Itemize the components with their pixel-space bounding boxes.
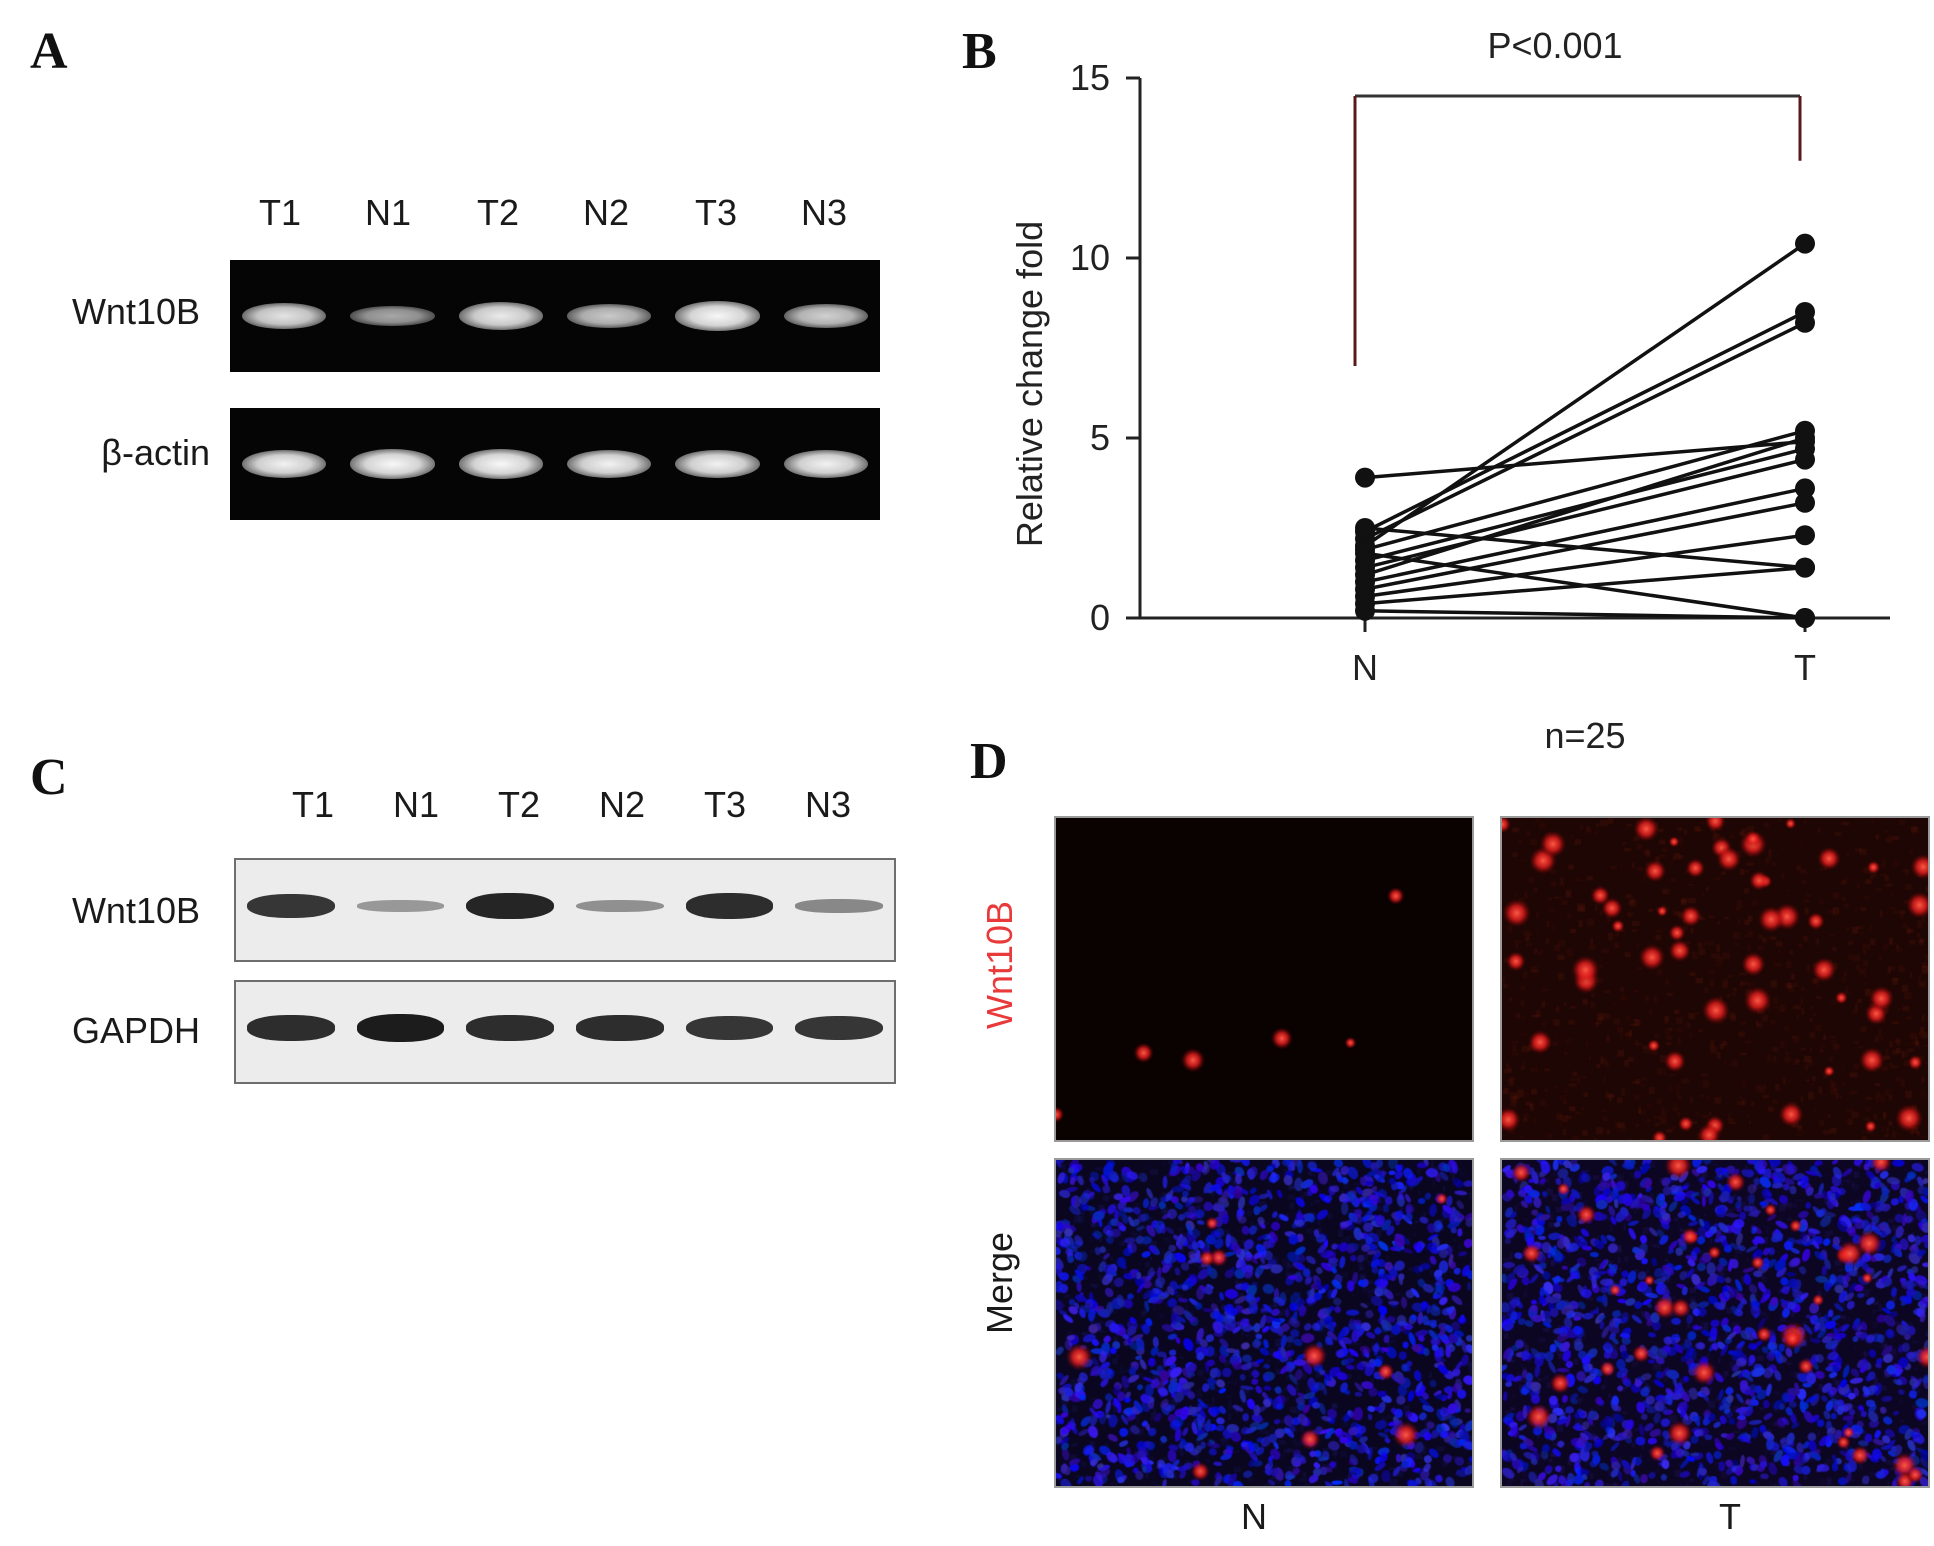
y-tick-label: 5 xyxy=(1090,417,1110,458)
paired-line xyxy=(1364,429,1806,552)
data-point-t xyxy=(1795,449,1815,470)
panel-b-paired-chart: 0 5 10 15 N T Relative change fold n=25 P<0.001 xyxy=(1009,30,1890,750)
y-tick-label: 10 xyxy=(1070,237,1110,278)
data-point-t xyxy=(1795,312,1815,333)
y-tick-label: 15 xyxy=(1070,57,1110,98)
column-label-t: T xyxy=(1719,1496,1741,1537)
panel-letter-a: A xyxy=(30,23,68,80)
data-point-t xyxy=(1795,525,1815,546)
x-axis-label: n=25 xyxy=(1544,715,1625,750)
lane-label: T1 xyxy=(258,192,301,233)
data-point-t xyxy=(1795,492,1815,513)
blot-band-gapdh xyxy=(246,1015,335,1041)
paired-line xyxy=(1364,501,1806,591)
panel-letter-c: C xyxy=(30,749,68,806)
lane-label: N3 xyxy=(800,192,848,233)
blot-band-wnt10b xyxy=(246,893,335,919)
paired-line xyxy=(1364,242,1806,548)
blot-band-gapdh xyxy=(466,1015,555,1041)
blot-band-wnt10b xyxy=(466,892,555,920)
paired-line xyxy=(1364,609,1806,620)
data-point-t xyxy=(1795,428,1815,448)
lane-label: T2 xyxy=(476,192,519,233)
paired-line xyxy=(1364,321,1806,541)
x-tick-label: N xyxy=(1352,647,1378,688)
blot-strip-wnt10b xyxy=(234,858,896,962)
lane-label: N2 xyxy=(598,784,646,825)
x-tick-label: T xyxy=(1794,647,1816,688)
blot-strip-gapdh xyxy=(234,980,896,1084)
data-point-t xyxy=(1795,608,1815,628)
lane-label: T1 xyxy=(291,784,334,825)
row-label-wnt10b: Wnt10B xyxy=(71,291,200,332)
data-point-n xyxy=(1355,518,1375,538)
y-axis-label: Relative change fold xyxy=(1009,221,1050,547)
lane-label: T3 xyxy=(694,192,737,233)
blot-band-wnt10b xyxy=(795,899,884,913)
gel-band-beta-actin xyxy=(783,449,869,479)
blot-band-wnt10b xyxy=(356,900,445,912)
blot-band-wnt10b xyxy=(575,899,664,913)
data-point-n xyxy=(1355,600,1375,621)
gel-band-beta-actin xyxy=(458,449,544,479)
lane-label: T3 xyxy=(703,784,746,825)
data-point-t xyxy=(1795,233,1815,254)
panel-letter-d: D xyxy=(970,733,1008,790)
paired-line xyxy=(1364,436,1806,577)
micrograph-n-merge xyxy=(1054,1158,1474,1488)
column-label-n: N xyxy=(1241,1496,1267,1537)
row-label-merge: Merge xyxy=(979,1231,1020,1335)
micrograph-t-merge xyxy=(1500,1158,1930,1488)
data-point-n xyxy=(1355,543,1375,564)
lane-label: N3 xyxy=(804,784,852,825)
micrograph-n-wnt10b xyxy=(1054,816,1474,1142)
gel-band-wnt10b xyxy=(350,306,435,326)
blot-band-wnt10b xyxy=(685,893,774,919)
gel-band-beta-actin xyxy=(350,449,435,479)
blot-band-gapdh xyxy=(575,1015,664,1041)
y-tick-label: 0 xyxy=(1090,597,1110,638)
lane-label: N1 xyxy=(364,192,412,233)
row-label-beta-actin: β-actin xyxy=(101,432,210,473)
data-point-t xyxy=(1795,557,1815,578)
lane-label: T2 xyxy=(497,784,540,825)
gel-strip-beta-actin xyxy=(230,408,880,520)
gel-band-beta-actin xyxy=(566,449,652,479)
row-label-gapdh: GAPDH xyxy=(71,1010,200,1051)
gel-band-wnt10b xyxy=(566,304,652,328)
blot-band-gapdh xyxy=(795,1015,884,1041)
gel-band-wnt10b xyxy=(241,302,327,330)
gel-band-beta-actin xyxy=(241,449,327,479)
gel-band-wnt10b xyxy=(458,302,544,330)
paired-line xyxy=(1364,486,1806,584)
paired-line xyxy=(1364,457,1806,570)
blot-band-gapdh xyxy=(356,1014,445,1042)
gel-strip-wnt10b xyxy=(230,260,880,372)
row-label-wnt10b: Wnt10B xyxy=(979,900,1020,1029)
paired-line xyxy=(1364,526,1806,570)
paired-line xyxy=(1364,439,1806,480)
lane-label: N2 xyxy=(582,192,630,233)
p-value-annotation: P<0.001 xyxy=(1487,30,1622,66)
row-label-wnt10b: Wnt10B xyxy=(71,890,200,931)
paired-line xyxy=(1364,533,1806,599)
gel-band-beta-actin xyxy=(675,449,760,479)
paired-line xyxy=(1364,551,1806,620)
panel-letter-b: B xyxy=(962,23,997,80)
gel-band-wnt10b xyxy=(675,301,760,331)
blot-band-gapdh xyxy=(685,1015,774,1041)
data-point-t xyxy=(1795,478,1815,499)
data-point-n xyxy=(1355,467,1375,488)
gel-band-wnt10b xyxy=(783,303,869,329)
micrograph-t-wnt10b xyxy=(1500,816,1930,1142)
lane-label: N1 xyxy=(392,784,440,825)
